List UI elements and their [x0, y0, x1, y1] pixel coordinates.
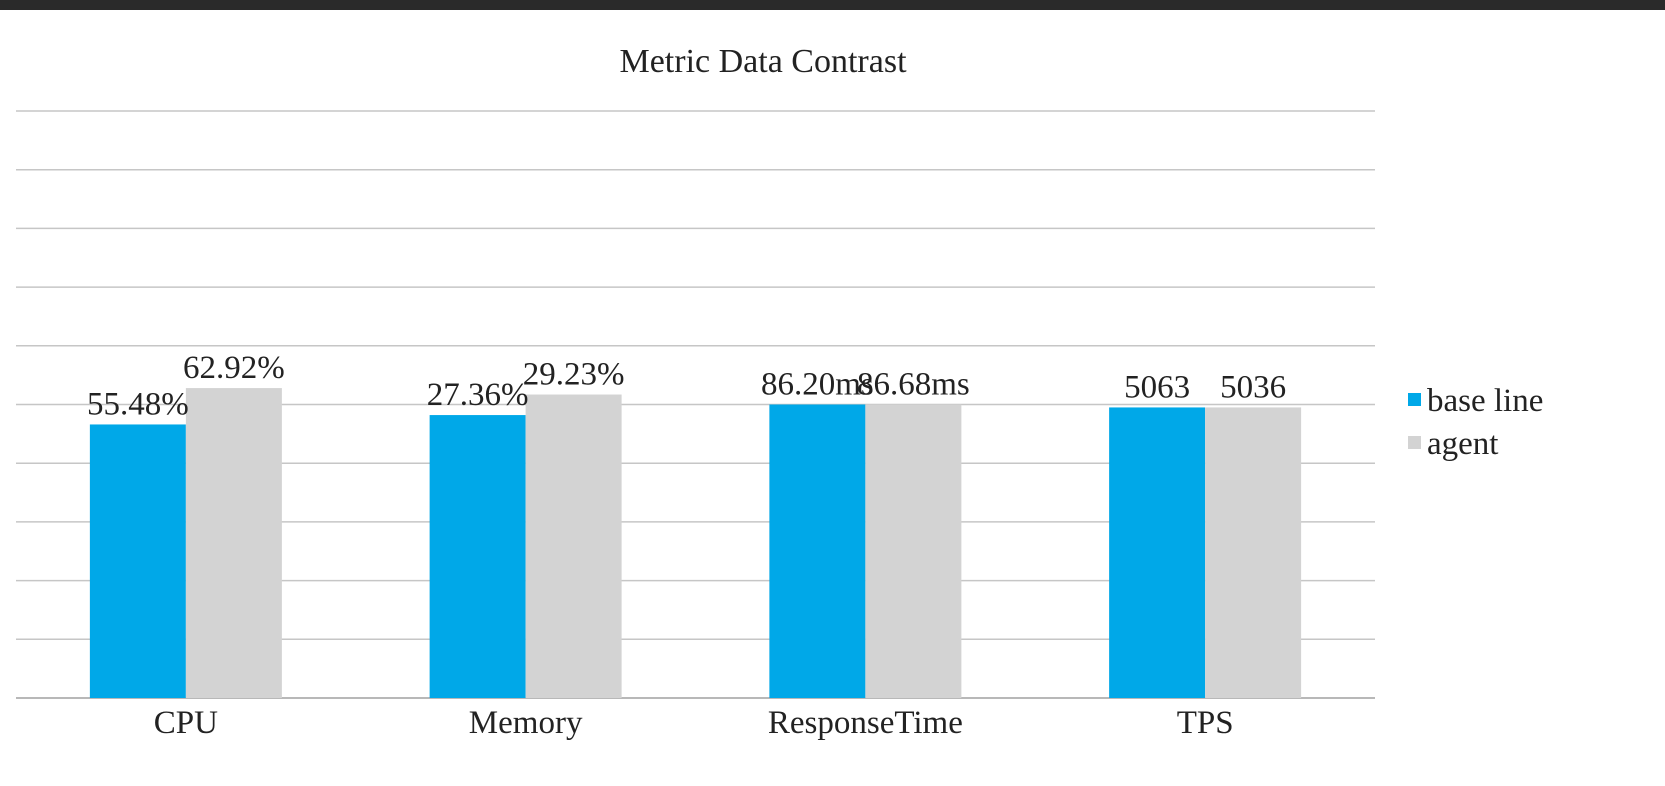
legend: base line agent [1408, 383, 1543, 462]
chart-title: Metric Data Contrast [619, 43, 907, 80]
bar-base-line-cpu [89, 424, 186, 698]
bar-agent-memory [525, 394, 622, 698]
category-label: TPS [1177, 705, 1234, 741]
data-label: 55.48% [87, 386, 189, 422]
bar-base-line-memory [429, 415, 526, 698]
category-label: Memory [469, 705, 583, 741]
data-label: 5063 [1124, 369, 1190, 405]
category-label: ResponseTime [768, 705, 963, 741]
bars [89, 388, 1302, 698]
legend-label: base line [1427, 383, 1543, 419]
bar-agent-responsetime [865, 404, 962, 698]
category-label: CPU [154, 705, 218, 741]
bar-base-line-tps [1109, 407, 1206, 698]
category-labels: CPU Memory ResponseTime TPS [154, 705, 1234, 741]
data-label: 62.92% [183, 350, 285, 386]
bar-agent-cpu [185, 388, 282, 698]
data-label: 27.36% [427, 377, 529, 413]
data-label: 5036 [1220, 369, 1286, 405]
legend-swatch [1408, 393, 1421, 406]
legend-swatch [1408, 436, 1421, 449]
data-label: 86.68ms [857, 367, 970, 403]
data-label: 86.20ms [761, 367, 874, 403]
browser-top-bar [0, 0, 1665, 10]
data-label: 29.23% [523, 357, 625, 393]
legend-label: agent [1427, 426, 1498, 462]
bar-base-line-responsetime [769, 404, 866, 698]
bar-agent-tps [1205, 407, 1302, 698]
